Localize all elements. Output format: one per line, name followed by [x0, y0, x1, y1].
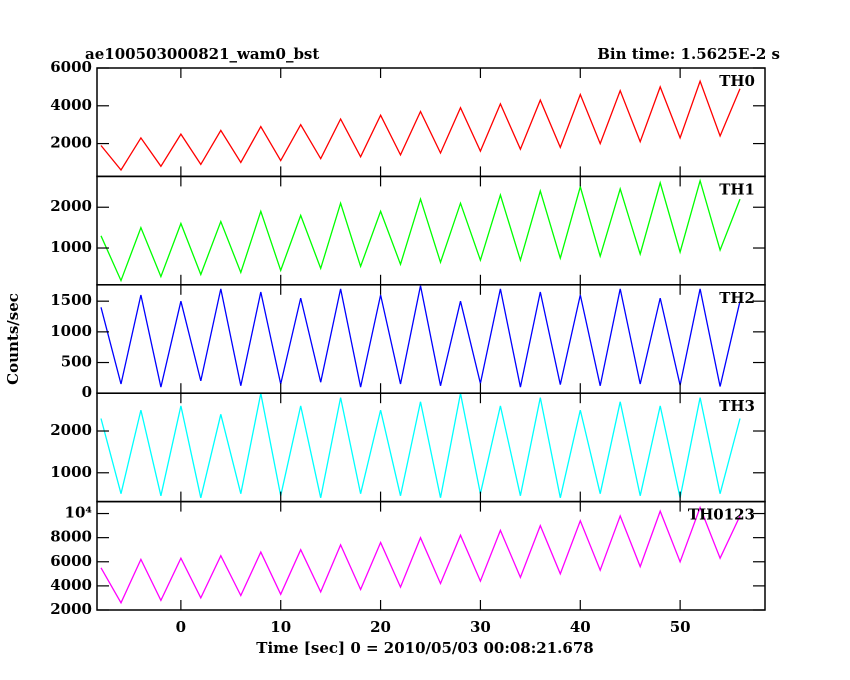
chart-title: ae100503000821_wam0_bst — [85, 45, 319, 63]
x-tick-label: 20 — [370, 618, 391, 636]
y-tick-label: 1500 — [50, 291, 92, 309]
panel-label: TH3 — [719, 397, 755, 415]
y-tick-label: 2000 — [50, 134, 92, 152]
y-tick-label: 0 — [82, 383, 92, 401]
panel-label: TH1 — [719, 180, 755, 198]
panel-frame — [96, 67, 766, 178]
y-tick-label: 2000 — [50, 421, 92, 439]
x-tick-label: 0 — [176, 618, 186, 636]
y-tick-label: 1000 — [50, 238, 92, 256]
series-line — [100, 393, 741, 498]
y-tick-label: 1000 — [50, 463, 92, 481]
y-tick-label: 4000 — [50, 576, 92, 594]
x-axis-label: Time [sec] 0 = 2010/05/03 00:08:21.678 — [256, 639, 593, 657]
panel-label: TH0123 — [688, 506, 755, 524]
y-axis-label: Counts/sec — [4, 293, 22, 385]
panel-frame — [96, 392, 766, 503]
series-line — [100, 79, 741, 172]
y-tick-label: 6000 — [50, 58, 92, 76]
panel-label: TH0 — [719, 72, 755, 90]
y-tick-label: 6000 — [50, 552, 92, 570]
x-tick-label: 40 — [570, 618, 591, 636]
y-tick-label: 1000 — [50, 322, 92, 340]
panel-label: TH2 — [719, 289, 755, 307]
y-tick-label: 500 — [61, 353, 92, 371]
x-tick-label: 10 — [270, 618, 291, 636]
y-tick-label: 2000 — [50, 197, 92, 215]
y-tick-label: 2000 — [50, 600, 92, 618]
x-tick-label: 30 — [470, 618, 491, 636]
panel-frame — [96, 500, 766, 611]
y-tick-label: 10⁴ — [65, 504, 93, 522]
y-tick-label: 4000 — [50, 96, 92, 114]
chart-subtitle: Bin time: 1.5625E-2 s — [597, 45, 780, 63]
series-line — [100, 285, 741, 388]
y-tick-label: 8000 — [50, 528, 92, 546]
series-line — [100, 505, 741, 605]
x-tick-label: 50 — [670, 618, 691, 636]
series-line — [100, 178, 741, 283]
